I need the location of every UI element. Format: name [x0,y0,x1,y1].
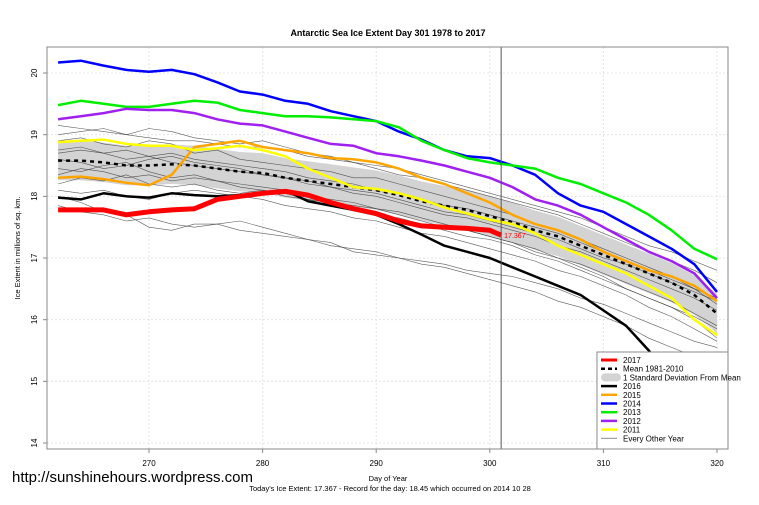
x-tick-label: 310 [597,459,611,468]
std-band [58,140,718,334]
y-tick-label: 20 [30,68,39,77]
mean-1981-2010-line [58,159,718,315]
year-2013-line [57,99,718,261]
other-year-line [58,174,718,339]
x-axis: 270 280 290 300 310 320 [142,449,724,468]
y-tick-label: 16 [30,315,39,324]
year-2014-line [58,59,718,293]
x-tick-label: 280 [256,459,270,468]
legend-label: 2013 [623,408,641,417]
other-year-line [58,196,718,348]
y-tick-label: 17 [30,253,39,262]
chart-subtitle: Today's Ice Extent: 17.367 - Record for … [249,484,531,493]
y-tick-label: 14 [30,438,39,447]
x-tick-label: 270 [142,459,156,468]
year-2017-line [58,188,503,238]
legend-label: 1 Standard Deviation From Mean [623,373,741,382]
year-2011-line [58,138,718,337]
x-tick-label: 320 [710,459,724,468]
legend-label: 2016 [623,382,641,391]
legend-swatch [601,373,621,382]
legend-label: 2011 [623,426,641,435]
mean-line [58,159,718,315]
x-tick-label: 300 [483,459,497,468]
y-tick-label: 15 [30,376,39,385]
legend-label: 2014 [623,400,641,409]
legend-label: 2017 [623,356,641,365]
legend-box [596,351,729,450]
other-year-line [58,137,718,305]
highlight-years [57,59,718,435]
chart-title: Antarctic Sea Ice Extent Day 301 1978 to… [290,28,485,38]
y-tick-label: 19 [30,130,39,139]
legend-label: Mean 1981-2010 [623,365,684,374]
legend-label: 2012 [623,417,641,426]
current-value-label: 17.367 [504,233,526,240]
x-tick-label: 290 [370,459,384,468]
legend-label: Every Other Year [623,434,684,443]
std-band-area [58,140,718,334]
other-year-line [58,149,718,311]
watermark-url: http://sunshinehours.wordpress.com [12,469,253,486]
year-2015-line [58,139,718,303]
y-axis: 14 15 16 17 18 19 20 [30,68,47,447]
plot-frame [46,46,729,450]
year-2012-line [57,107,718,299]
x-axis-label: Day of Year [369,474,408,483]
other-year-line [58,128,718,283]
other-year-line [58,205,718,370]
other-year-line [58,155,718,302]
y-tick-label: 18 [30,191,39,200]
y-axis-label: Ice Extent in millions of sq. km. [13,197,22,300]
legend-label: 2015 [623,391,641,400]
